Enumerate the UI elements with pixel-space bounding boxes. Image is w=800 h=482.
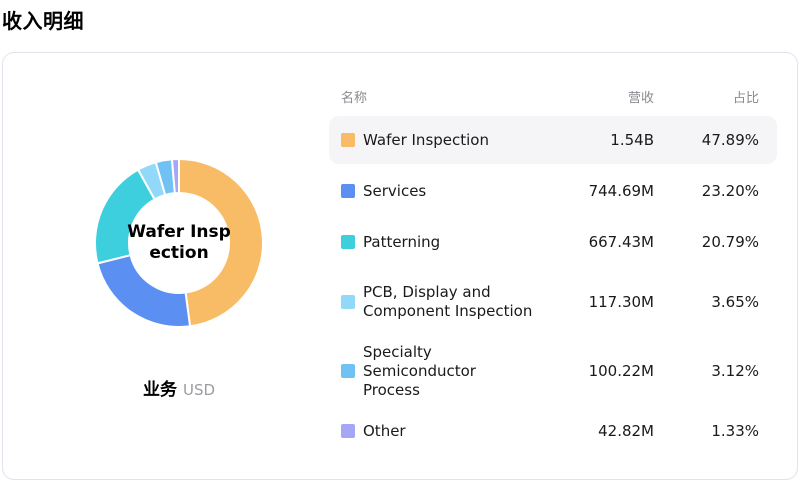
row-share: 20.79% xyxy=(701,233,759,251)
legend-swatch xyxy=(341,184,355,198)
legend-table: 名称 营收 占比 Wafer Inspection 1.54B 47.89% Serv… xyxy=(329,87,777,455)
row-name: PCB, Display and Component Inspection xyxy=(363,283,533,320)
row-share: 3.12% xyxy=(711,362,759,380)
row-name: Wafer Inspection xyxy=(363,130,489,149)
legend-swatch xyxy=(341,424,355,438)
row-name: Patterning xyxy=(363,232,441,251)
row-revenue: 117.30M xyxy=(588,293,654,311)
table-row-services[interactable]: Services 744.69M 23.20% xyxy=(329,167,777,215)
legend-swatch xyxy=(341,364,355,378)
row-revenue: 42.82M xyxy=(598,422,654,440)
row-revenue: 1.54B xyxy=(610,131,654,149)
donut-segment-other[interactable] xyxy=(170,157,180,195)
row-share: 47.89% xyxy=(701,131,759,149)
chart-footer: 业务 USD xyxy=(79,379,279,401)
table-row-wafer-inspection[interactable]: Wafer Inspection 1.54B 47.89% xyxy=(329,116,777,164)
table-row-other[interactable]: Other 42.82M 1.33% xyxy=(329,407,777,455)
revenue-breakdown-card: Wafer Insp ection 业务 USD 名称 营收 占比 Wafer I… xyxy=(2,52,798,480)
row-revenue: 667.43M xyxy=(588,233,654,251)
column-header-share: 占比 xyxy=(732,91,759,106)
donut-chart: Wafer Insp ection xyxy=(79,143,279,343)
row-name: Specialty Semiconductor Process xyxy=(363,342,476,399)
legend-swatch xyxy=(341,133,355,147)
table-rows: Wafer Inspection 1.54B 47.89% Services 744.6… xyxy=(329,116,777,455)
column-header-revenue: 营收 xyxy=(627,91,654,106)
legend-swatch xyxy=(341,295,355,309)
row-name: Other xyxy=(363,421,406,440)
row-name: Services xyxy=(363,181,427,200)
row-share: 3.65% xyxy=(711,293,759,311)
row-share: 23.20% xyxy=(701,182,759,200)
table-header: 名称 营收 占比 xyxy=(329,87,777,106)
unit-label: USD xyxy=(182,381,216,399)
donut-segment-services[interactable] xyxy=(96,254,192,328)
legend-swatch xyxy=(341,235,355,249)
dimension-label: 业务 xyxy=(142,380,177,400)
table-row-specialty-semiconductor-process[interactable]: Specialty Semiconductor Process 100.22M 3.… xyxy=(329,338,777,404)
column-header-name: 名称 xyxy=(341,91,368,106)
page-title: 收入明细 xyxy=(2,9,84,33)
donut-segment-wafer-inspection[interactable] xyxy=(178,158,264,328)
donut-svg xyxy=(94,157,264,328)
row-revenue: 744.69M xyxy=(588,182,654,200)
row-share: 1.33% xyxy=(711,422,759,440)
row-revenue: 100.22M xyxy=(588,362,654,380)
table-row-pcb-display-and-component-inspection[interactable]: PCB, Display and Component Inspection 117… xyxy=(329,269,777,335)
table-row-patterning[interactable]: Patterning 667.43M 20.79% xyxy=(329,218,777,266)
